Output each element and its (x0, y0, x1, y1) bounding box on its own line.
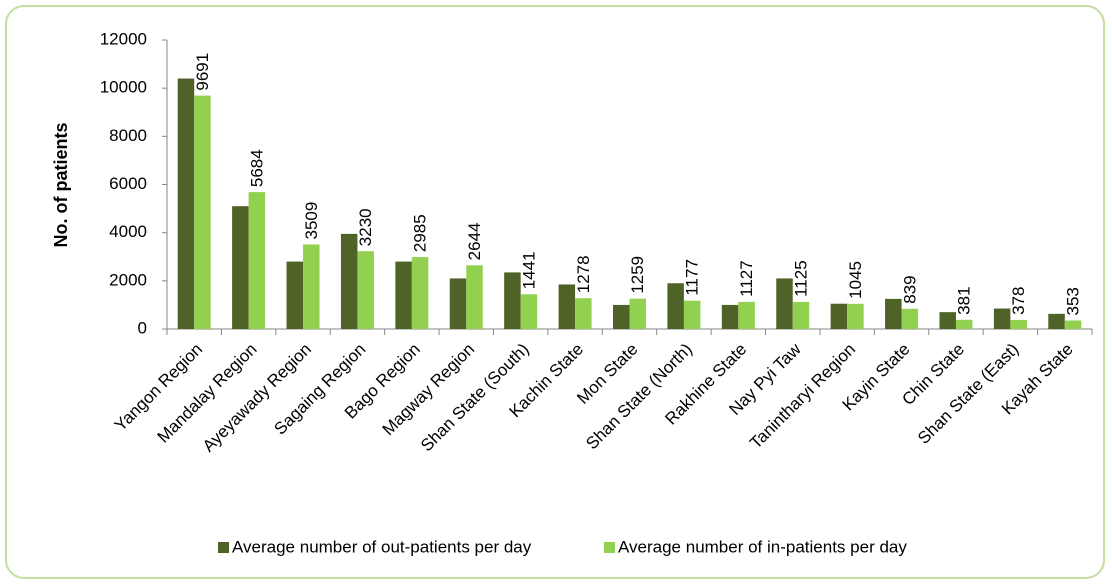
data-label: 3509 (302, 202, 321, 240)
bar (847, 303, 864, 329)
data-label: 1177 (683, 259, 702, 296)
data-label: 1045 (846, 261, 865, 299)
data-label: 1278 (574, 255, 593, 293)
bar (558, 284, 576, 329)
data-label: 378 (1009, 287, 1028, 315)
data-label: 1125 (791, 260, 810, 297)
bar (1064, 320, 1082, 329)
y-tick-label: 12000 (100, 29, 147, 48)
y-tick-label: 8000 (109, 126, 147, 145)
bar (613, 304, 630, 329)
bar (340, 233, 358, 329)
bar (194, 95, 211, 329)
bar (575, 298, 592, 329)
data-label: 5684 (247, 149, 266, 187)
bar (177, 78, 195, 330)
data-label: 1259 (628, 256, 647, 294)
legend-label: Average number of out-patients per day (232, 537, 532, 556)
y-tick-label: 2000 (109, 270, 147, 289)
legend-swatch (218, 542, 229, 553)
bar (449, 278, 467, 329)
bar (738, 301, 755, 329)
bar (721, 304, 739, 329)
y-tick-label: 4000 (109, 222, 147, 241)
bar (830, 303, 848, 329)
bar (776, 278, 793, 329)
bar (357, 251, 374, 329)
data-label: 2644 (465, 222, 484, 260)
bar (667, 283, 684, 329)
bar (1048, 313, 1065, 329)
bar (411, 257, 429, 329)
y-tick-label: 0 (138, 318, 147, 337)
bar (629, 298, 646, 329)
data-label: 1127 (737, 260, 756, 297)
data-label: 2985 (411, 214, 430, 252)
bar (248, 192, 266, 329)
bar (232, 206, 249, 329)
bar (955, 319, 973, 329)
y-tick-label: 10000 (100, 78, 147, 97)
data-label: 1441 (519, 251, 538, 289)
data-label: 839 (900, 275, 919, 303)
bar (993, 308, 1011, 329)
legend-swatch (604, 542, 615, 553)
data-label: 9691 (193, 53, 212, 91)
data-label: 381 (955, 286, 974, 314)
bar (466, 265, 483, 329)
bar (286, 261, 304, 329)
bar (901, 308, 919, 329)
bar (792, 301, 810, 329)
legend-label: Average number of in-patients per day (618, 537, 907, 556)
data-label: 3230 (356, 208, 375, 246)
data-label: 353 (1064, 287, 1083, 315)
bar (683, 300, 701, 329)
bar (1010, 319, 1027, 329)
y-tick-label: 6000 (109, 174, 147, 193)
bar (303, 244, 320, 329)
bar (939, 312, 956, 329)
chart-border (5, 5, 1105, 579)
bar (885, 298, 902, 329)
bar (504, 272, 521, 329)
y-axis-title: No. of patients (51, 123, 71, 248)
bar (520, 294, 538, 329)
bar (395, 261, 412, 329)
